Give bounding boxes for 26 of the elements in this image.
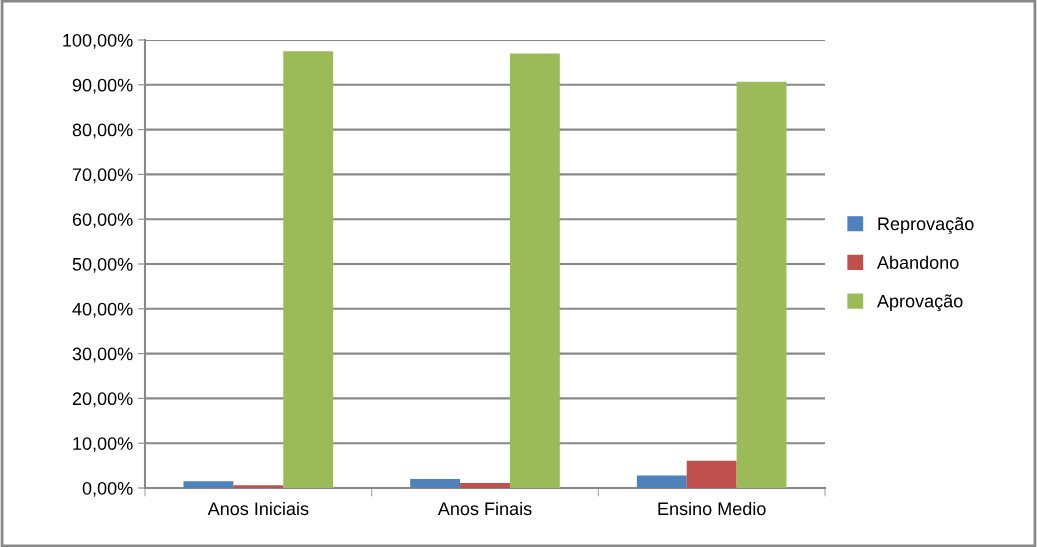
- legend-label: Abandono: [876, 255, 959, 269]
- bar: [410, 479, 461, 488]
- y-tick-label: 100,00%: [63, 33, 133, 49]
- bar: [183, 481, 234, 488]
- y-tick-label: 80,00%: [72, 123, 133, 139]
- y-tick-label: 60,00%: [72, 213, 133, 229]
- bar: [233, 485, 284, 488]
- bar: [460, 483, 510, 488]
- y-tick-label: 70,00%: [72, 168, 133, 184]
- y-tick-label: 20,00%: [72, 392, 133, 408]
- y-tick-label: 40,00%: [72, 302, 133, 318]
- y-tick-label: 50,00%: [72, 257, 133, 273]
- legend-label: Reprovação: [878, 217, 974, 234]
- bar: [636, 475, 687, 488]
- bar: [686, 460, 737, 488]
- y-tick-label: 90,00%: [72, 78, 133, 94]
- legend-label: Aprovação: [876, 294, 963, 312]
- bar: [509, 53, 560, 488]
- x-tick-label: Anos Finais: [437, 501, 532, 516]
- y-tick-label: 0,00%: [82, 481, 133, 497]
- y-tick-label: 10,00%: [73, 437, 133, 453]
- x-tick-label: Ensino Medio: [658, 501, 766, 516]
- bar: [736, 81, 787, 488]
- bar: [283, 51, 334, 488]
- x-tick-label: Anos Iniciais: [207, 501, 309, 516]
- y-tick-label: 30,00%: [72, 347, 133, 363]
